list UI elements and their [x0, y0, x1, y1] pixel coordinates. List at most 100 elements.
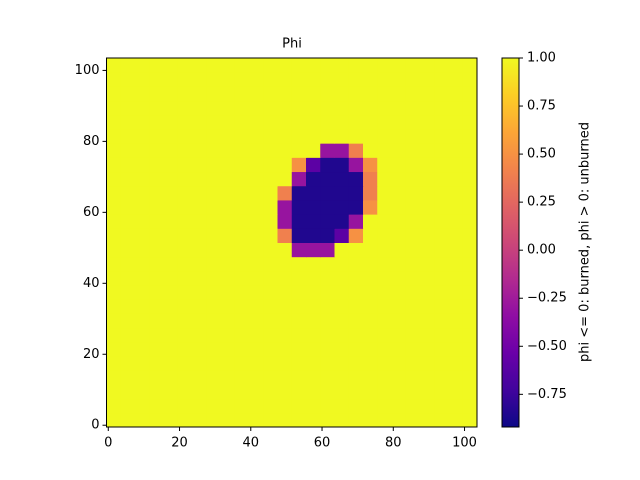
cell: [334, 398, 350, 414]
cell: [462, 299, 478, 314]
cell: [291, 398, 307, 414]
cell: [220, 128, 236, 144]
cell: [420, 370, 435, 385]
cell: [249, 384, 264, 400]
cell: [405, 100, 421, 116]
cell: [348, 214, 364, 229]
cell: [249, 100, 264, 116]
cell: [405, 242, 421, 258]
cell: [334, 128, 350, 144]
cell: [462, 128, 478, 144]
colorbar-label: phi <= 0: burned, phi > 0: unburned: [578, 122, 593, 362]
x-tick-label: 40: [243, 436, 260, 451]
cell: [177, 299, 193, 314]
cell: [149, 100, 164, 116]
cell: [206, 356, 221, 371]
cell: [163, 128, 179, 144]
cell: [249, 58, 264, 73]
cell: [377, 214, 392, 229]
cell: [135, 214, 150, 229]
cell: [462, 114, 478, 130]
cell: [348, 285, 364, 300]
cell: [405, 313, 421, 329]
cell: [263, 199, 278, 215]
chart-title: Phi: [282, 37, 302, 52]
cell: [220, 270, 236, 286]
cell: [249, 270, 264, 286]
cell: [120, 199, 136, 215]
cell: [348, 143, 364, 158]
cell: [135, 58, 150, 73]
cell: [405, 157, 421, 173]
cell: [420, 171, 435, 187]
cell: [106, 185, 122, 201]
cell: [106, 171, 122, 187]
cell: [149, 341, 164, 357]
cell: [106, 327, 122, 343]
cell: [277, 58, 293, 73]
cell: [405, 356, 421, 371]
cell: [348, 313, 364, 329]
cell: [363, 299, 378, 314]
cell: [462, 199, 478, 215]
cell: [405, 398, 421, 414]
cell: [234, 327, 250, 343]
cell: [420, 86, 435, 102]
cell: [277, 299, 293, 314]
cell: [448, 114, 464, 130]
cell: [334, 199, 350, 215]
cell: [135, 356, 150, 371]
cell: [363, 143, 378, 158]
cell: [177, 214, 193, 229]
cell: [334, 341, 350, 357]
cell: [220, 114, 236, 130]
cell: [306, 114, 321, 130]
cell: [434, 100, 449, 116]
cell: [405, 384, 421, 400]
cell: [320, 299, 335, 314]
cell: [163, 384, 179, 400]
cell: [263, 185, 278, 201]
cell: [120, 128, 136, 144]
cell: [320, 114, 335, 130]
cell: [163, 242, 179, 258]
cell: [320, 256, 335, 272]
cell: [377, 256, 392, 272]
cell: [135, 370, 150, 385]
cell: [377, 242, 392, 258]
cell: [106, 114, 122, 130]
cell: [163, 370, 179, 385]
cell: [263, 100, 278, 116]
cell: [249, 299, 264, 314]
cell: [405, 72, 421, 87]
cell: [177, 356, 193, 371]
cell: [120, 228, 136, 243]
cell: [263, 384, 278, 400]
cell: [234, 356, 250, 371]
cell: [420, 356, 435, 371]
cell: [206, 228, 221, 243]
cell: [462, 313, 478, 329]
cell: [377, 285, 392, 300]
cell: [120, 143, 136, 158]
cell: [163, 157, 179, 173]
cell: [462, 412, 478, 428]
cell: [462, 157, 478, 173]
cell: [448, 398, 464, 414]
cell: [249, 412, 264, 428]
cell: [263, 299, 278, 314]
cell: [277, 185, 293, 201]
cell: [391, 58, 407, 73]
cell: [106, 313, 122, 329]
cell: [306, 341, 321, 357]
cell: [263, 356, 278, 371]
cell: [192, 313, 207, 329]
cell: [434, 313, 449, 329]
cell: [177, 384, 193, 400]
cell: [434, 114, 449, 130]
cell: [334, 327, 350, 343]
cell: [135, 242, 150, 258]
cell: [206, 114, 221, 130]
cell: [234, 58, 250, 73]
cell: [448, 128, 464, 144]
